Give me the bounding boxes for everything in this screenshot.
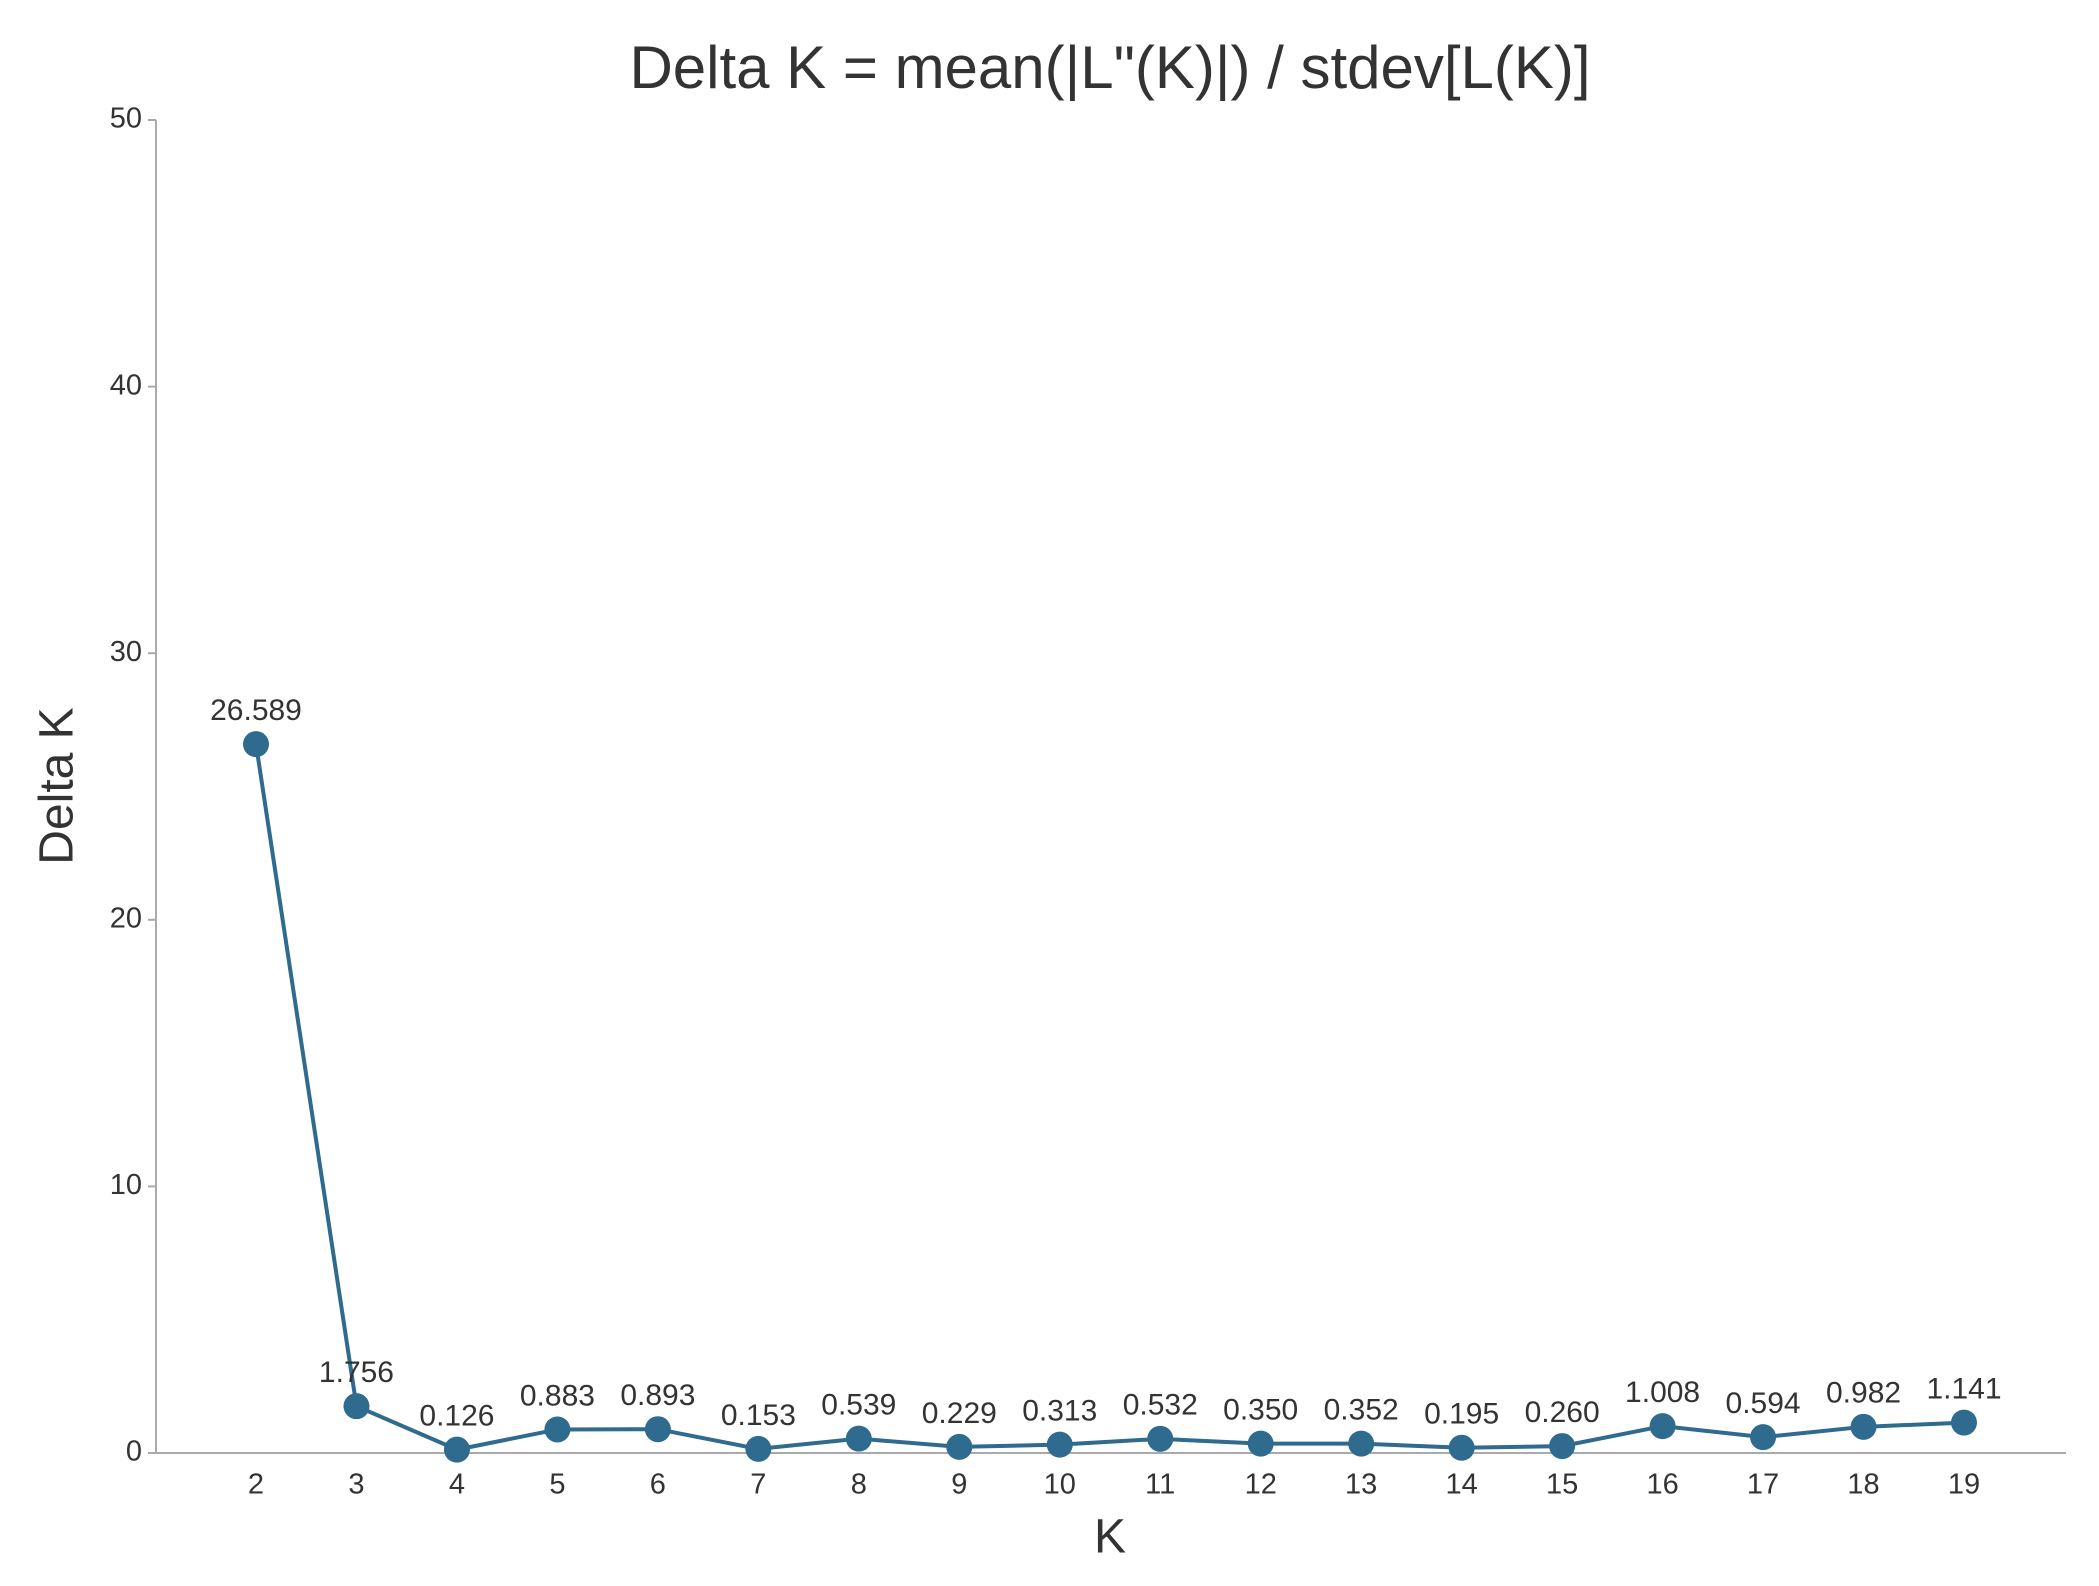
data-point bbox=[343, 1393, 370, 1420]
y-tick-label: 50 bbox=[110, 103, 142, 135]
y-tick-label: 0 bbox=[126, 1436, 142, 1468]
x-tick-label: 10 bbox=[1044, 1469, 1076, 1501]
data-label: 0.893 bbox=[620, 1379, 695, 1412]
data-label: 0.229 bbox=[922, 1397, 997, 1430]
data-point bbox=[845, 1425, 872, 1452]
x-tick-label: 5 bbox=[549, 1469, 565, 1501]
data-point bbox=[243, 731, 269, 758]
x-tick-label: 19 bbox=[1948, 1469, 1980, 1501]
x-tick-label: 14 bbox=[1446, 1469, 1478, 1501]
data-label: 0.883 bbox=[520, 1379, 595, 1412]
y-tick-label: 20 bbox=[110, 902, 142, 934]
data-label: 0.532 bbox=[1123, 1389, 1198, 1422]
x-tick-label: 16 bbox=[1646, 1469, 1678, 1501]
data-point bbox=[1951, 1409, 1977, 1436]
data-label: 1.756 bbox=[319, 1356, 394, 1389]
x-tick-label: 15 bbox=[1546, 1469, 1578, 1501]
data-point bbox=[1850, 1413, 1877, 1440]
x-tick-label: 13 bbox=[1345, 1469, 1377, 1501]
data-point bbox=[1348, 1430, 1375, 1457]
y-axis-title: Delta K bbox=[31, 707, 84, 864]
x-axis-title: K bbox=[1094, 1511, 1126, 1564]
x-tick-label: 4 bbox=[449, 1469, 465, 1501]
y-tick-label: 30 bbox=[110, 636, 142, 668]
data-label: 0.352 bbox=[1324, 1394, 1399, 1427]
x-tick-label: 12 bbox=[1245, 1469, 1277, 1501]
y-tick-label: 10 bbox=[110, 1169, 142, 1201]
data-point bbox=[443, 1436, 470, 1463]
data-label: 0.126 bbox=[419, 1400, 494, 1433]
data-label: 0.539 bbox=[821, 1389, 896, 1422]
data-label: 0.153 bbox=[721, 1399, 796, 1432]
data-point bbox=[1448, 1434, 1475, 1461]
data-point bbox=[1549, 1433, 1576, 1460]
data-label: 0.350 bbox=[1223, 1394, 1298, 1427]
data-point bbox=[745, 1435, 772, 1462]
data-point bbox=[1046, 1431, 1073, 1458]
data-label: 0.260 bbox=[1525, 1396, 1600, 1429]
data-label: 26.589 bbox=[210, 694, 302, 727]
data-label: 0.982 bbox=[1826, 1377, 1901, 1410]
data-point bbox=[544, 1416, 571, 1443]
data-point bbox=[644, 1416, 671, 1443]
x-tick-label: 17 bbox=[1747, 1469, 1779, 1501]
series-line bbox=[254, 743, 1965, 1452]
x-tick-label: 18 bbox=[1847, 1469, 1879, 1501]
data-point bbox=[1247, 1430, 1274, 1457]
data-label: 0.594 bbox=[1726, 1387, 1801, 1420]
data-point bbox=[1147, 1425, 1174, 1452]
x-tick-label: 2 bbox=[248, 1469, 264, 1501]
x-tick-label: 9 bbox=[951, 1469, 967, 1501]
y-tick-label: 40 bbox=[110, 369, 142, 401]
data-label: 1.141 bbox=[1926, 1373, 2001, 1406]
data-point bbox=[1649, 1413, 1676, 1440]
x-tick-label: 11 bbox=[1145, 1469, 1175, 1501]
x-tick-label: 6 bbox=[650, 1469, 666, 1501]
data-label: 1.008 bbox=[1625, 1376, 1700, 1409]
chart-title: Delta K = mean(|L"(K)|) / stdev[L(K)] bbox=[629, 34, 1590, 101]
data-label: 0.195 bbox=[1424, 1398, 1499, 1431]
x-tick-label: 8 bbox=[851, 1469, 867, 1501]
data-label: 0.313 bbox=[1022, 1395, 1097, 1428]
data-point bbox=[946, 1433, 973, 1460]
x-tick-label: 3 bbox=[348, 1469, 364, 1501]
data-point bbox=[1750, 1424, 1777, 1451]
x-tick-label: 7 bbox=[750, 1469, 766, 1501]
